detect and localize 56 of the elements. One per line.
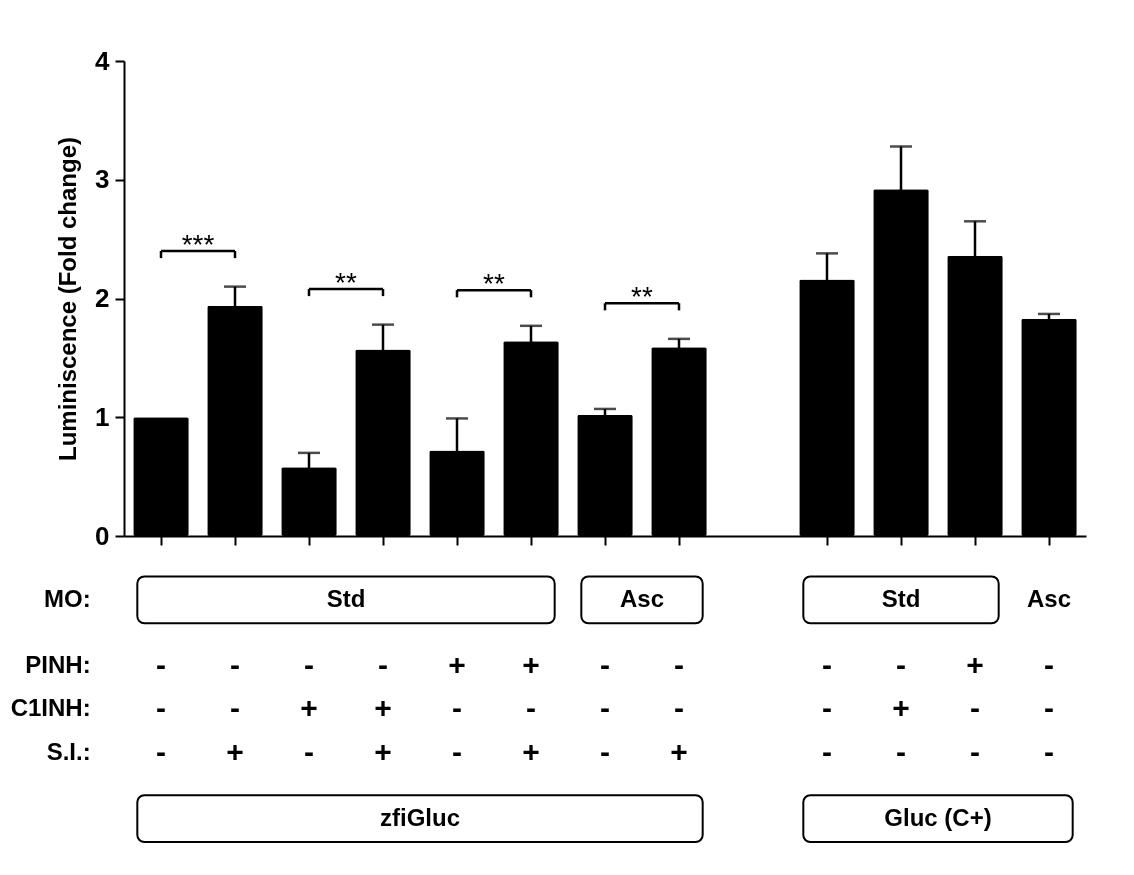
text: Std bbox=[326, 584, 366, 612]
text: + bbox=[300, 691, 318, 725]
text: zfiGluc bbox=[379, 803, 461, 831]
y-tick-label: 3 bbox=[95, 164, 110, 195]
text: S.I.: bbox=[46, 738, 91, 765]
text: - bbox=[230, 691, 240, 725]
text: - bbox=[156, 691, 166, 725]
text: PINH: bbox=[25, 650, 91, 678]
text: - bbox=[378, 647, 388, 681]
y-tick-label: 0 bbox=[95, 520, 110, 551]
text: - bbox=[452, 691, 462, 725]
annotation: *** bbox=[181, 229, 215, 260]
text: - bbox=[304, 735, 314, 768]
text: - bbox=[600, 647, 610, 681]
text: - bbox=[1044, 691, 1054, 725]
text: + bbox=[374, 691, 392, 725]
text: - bbox=[822, 691, 832, 725]
y-axis-title: Luminiscence (Fold change) bbox=[54, 136, 82, 462]
text: - bbox=[896, 735, 906, 768]
annotation: ** bbox=[631, 281, 653, 313]
text: Std bbox=[881, 584, 921, 612]
y-tick-label: 1 bbox=[95, 401, 110, 432]
text: - bbox=[600, 691, 610, 725]
y-tick-label: 4 bbox=[95, 45, 111, 76]
text: - bbox=[1044, 735, 1054, 768]
text: - bbox=[896, 647, 906, 681]
text: MO: bbox=[44, 584, 91, 612]
text: C1INH: bbox=[10, 694, 91, 722]
text: + bbox=[522, 647, 540, 681]
text: + bbox=[374, 735, 392, 768]
text: - bbox=[156, 647, 166, 681]
text: - bbox=[526, 691, 536, 725]
text: - bbox=[1044, 647, 1054, 681]
text: - bbox=[970, 735, 980, 768]
text: - bbox=[304, 647, 314, 681]
text: - bbox=[230, 647, 240, 681]
text: Asc bbox=[1026, 584, 1072, 612]
text: - bbox=[674, 647, 684, 681]
text: - bbox=[452, 735, 462, 768]
text: + bbox=[892, 691, 910, 725]
y-tick-label: 2 bbox=[95, 283, 110, 313]
text: - bbox=[822, 735, 832, 768]
text: Gluc (C+) bbox=[884, 803, 992, 831]
text: Asc bbox=[619, 584, 665, 612]
text: - bbox=[600, 735, 610, 768]
text: + bbox=[522, 735, 540, 768]
text: + bbox=[226, 735, 244, 768]
text: - bbox=[970, 691, 980, 725]
text: + bbox=[966, 647, 984, 681]
annotation: ** bbox=[483, 268, 505, 300]
text: - bbox=[156, 735, 166, 768]
text: + bbox=[670, 735, 688, 768]
annotation: ** bbox=[335, 267, 357, 298]
text: - bbox=[822, 647, 832, 681]
text: + bbox=[448, 647, 466, 681]
text: - bbox=[674, 691, 684, 725]
